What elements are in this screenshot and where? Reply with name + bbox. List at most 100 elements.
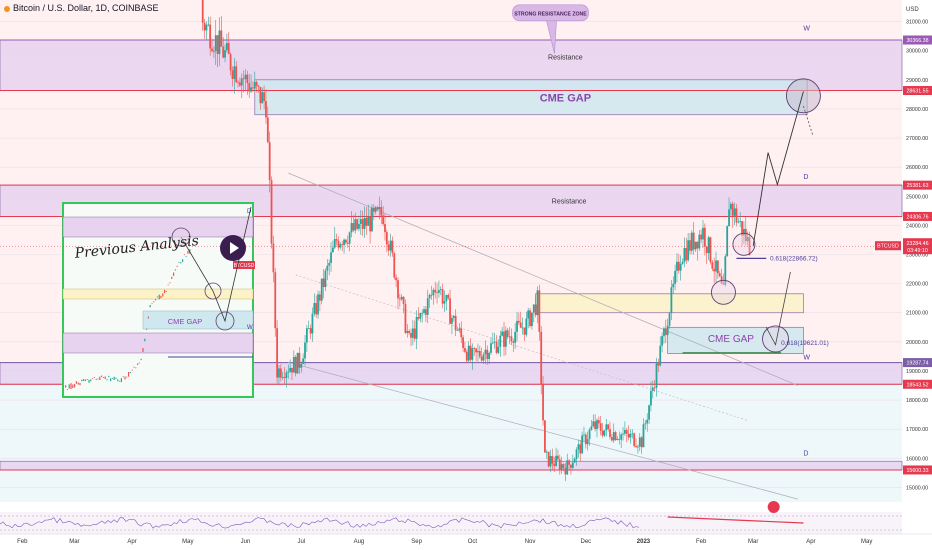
candle-body-106 — [205, 24, 208, 31]
target-circle — [785, 78, 821, 114]
strong-resistance-pointer — [546, 20, 557, 54]
candle-body-345 — [650, 390, 652, 406]
x-tick-9: Nov — [525, 539, 536, 545]
candle-body-239 — [452, 315, 455, 318]
candle-body-302 — [570, 464, 572, 468]
inset-circle-2 — [204, 282, 222, 300]
price-badge-0 — [903, 35, 932, 45]
wave-d-mid: D — [803, 174, 808, 181]
candle-body-257 — [486, 349, 489, 360]
inset-candle-22 — [104, 376, 106, 379]
inset-candle-30 — [119, 380, 121, 382]
candle-body-335 — [631, 433, 634, 435]
zone-5 — [535, 293, 804, 314]
candle-body-135 — [259, 86, 262, 104]
candle-body-241 — [456, 330, 459, 331]
candle-body-338 — [637, 446, 639, 448]
candle-body-296 — [558, 459, 561, 470]
candle-body-119 — [229, 54, 232, 71]
candle-body-294 — [555, 455, 557, 466]
candle-body-277 — [523, 327, 526, 335]
candle-body-271 — [512, 341, 515, 343]
candle-body-228 — [432, 289, 435, 296]
candle-body-267 — [504, 330, 507, 347]
candle-body-175 — [333, 239, 336, 248]
y-tick-13: 28000.00 — [906, 107, 928, 113]
candle-body-202 — [384, 224, 386, 233]
candle-body-179 — [341, 244, 344, 246]
candle-body-155 — [296, 352, 299, 374]
candle-body-204 — [387, 244, 390, 251]
candle-body-390 — [733, 208, 736, 216]
candle-body-173 — [330, 252, 332, 263]
y-tick-6: 21000.00 — [906, 311, 928, 317]
candle-body-238 — [451, 317, 453, 324]
inset-zone-cme — [142, 310, 254, 330]
candle-body-143 — [274, 272, 277, 329]
candle-body-327 — [616, 439, 619, 440]
candle-body-235 — [445, 295, 448, 302]
inset-candle-57 — [167, 284, 169, 286]
candle-body-142 — [272, 243, 275, 273]
candle-body-168 — [320, 278, 323, 301]
candle-body-192 — [365, 217, 368, 226]
x-tick-10: Dec — [580, 539, 591, 545]
candle-body-284 — [536, 290, 539, 316]
candle-body-343 — [646, 419, 649, 424]
candle-body-325 — [612, 432, 615, 441]
price-badge-6 — [903, 465, 932, 475]
candle-body-252 — [477, 350, 479, 353]
candle-body-336 — [633, 433, 636, 447]
candle-body-311 — [586, 439, 589, 445]
x-tick-7: Sep — [411, 539, 422, 545]
inset-candle-1 — [66, 389, 68, 390]
inset-candle-14 — [90, 379, 92, 382]
candle-body-299 — [564, 467, 567, 475]
candle-body-166 — [317, 294, 319, 315]
candle-body-355 — [668, 313, 671, 326]
inset-candle-44 — [144, 338, 146, 342]
inset-candle-2 — [68, 384, 70, 389]
candle-body-306 — [577, 444, 580, 450]
candle-body-217 — [411, 328, 414, 338]
candle-body-251 — [475, 348, 478, 353]
x-tick-8: Oct — [468, 539, 478, 545]
inset-candle-56 — [165, 291, 167, 292]
candle-body-371 — [698, 234, 701, 249]
candle-body-212 — [402, 296, 405, 305]
inset-candle-65 — [182, 259, 184, 262]
candle-body-275 — [519, 322, 522, 328]
candle-body-360 — [677, 261, 680, 271]
current-price-badge — [903, 238, 932, 255]
candle-body-337 — [635, 446, 637, 447]
price-badge-1 — [903, 86, 932, 96]
inset-candle-39 — [135, 367, 137, 369]
inset-circle-3 — [215, 311, 235, 331]
oscillator-line — [0, 517, 640, 529]
inset-candle-12 — [86, 379, 88, 381]
alert-icon[interactable] — [767, 501, 780, 513]
candle-body-182 — [346, 242, 349, 244]
wave-d-bottom: D — [803, 450, 808, 457]
candle-body-279 — [527, 310, 530, 319]
candle-body-144 — [276, 328, 279, 378]
candle-body-138 — [265, 101, 267, 118]
resistance-label-mid: Resistance — [552, 199, 587, 206]
candle-body-358 — [674, 270, 677, 284]
candle-body-363 — [683, 247, 686, 262]
candle-body-172 — [328, 262, 331, 266]
inset-candle-53 — [160, 295, 162, 299]
play-icon[interactable] — [220, 235, 246, 261]
fib-label-2: 0.618(19621.01) — [781, 340, 829, 347]
candle-body-108 — [209, 24, 212, 49]
price-badge-4 — [903, 358, 932, 368]
candle-body-348 — [655, 363, 658, 388]
trendline-mid-dashed — [295, 274, 748, 421]
candle-body-111 — [214, 35, 217, 52]
candle-body-377 — [709, 237, 712, 263]
candle-body-256 — [484, 349, 487, 355]
candle-body-367 — [690, 232, 693, 251]
inset-candle-21 — [102, 377, 104, 378]
